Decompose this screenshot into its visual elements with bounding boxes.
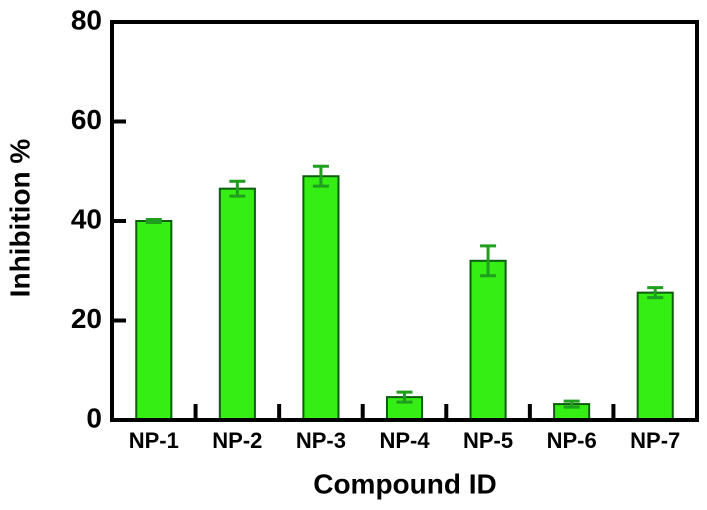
y-axis-label: Inhibition % [4,139,35,298]
x-tick-label: NP-4 [379,428,430,453]
x-axis-label: Compound ID [313,468,497,499]
error-bar [563,399,580,409]
x-tick-label: NP-6 [547,428,597,453]
y-tick-label: 20 [71,303,102,334]
error-bar [647,286,664,300]
y-tick-label: 40 [71,203,102,234]
error-bar [229,179,246,198]
y-tick-label: 60 [71,104,102,135]
error-bar [396,390,413,404]
x-tick-label: NP-7 [630,428,680,453]
bar [302,175,340,421]
y-tick-label: 0 [86,402,102,433]
bar [469,259,507,421]
x-tick-label: NP-1 [129,428,179,453]
x-tick-label: NP-5 [463,428,513,453]
bar [636,291,674,422]
bar [135,220,173,421]
error-bar [480,244,497,278]
x-tick-label: NP-3 [296,428,346,453]
error-bar [145,218,162,224]
bar [218,187,256,421]
y-tick-label: 80 [71,4,102,35]
x-tick-label: NP-2 [212,428,262,453]
plot-frame [110,20,699,422]
error-bar [312,164,329,188]
